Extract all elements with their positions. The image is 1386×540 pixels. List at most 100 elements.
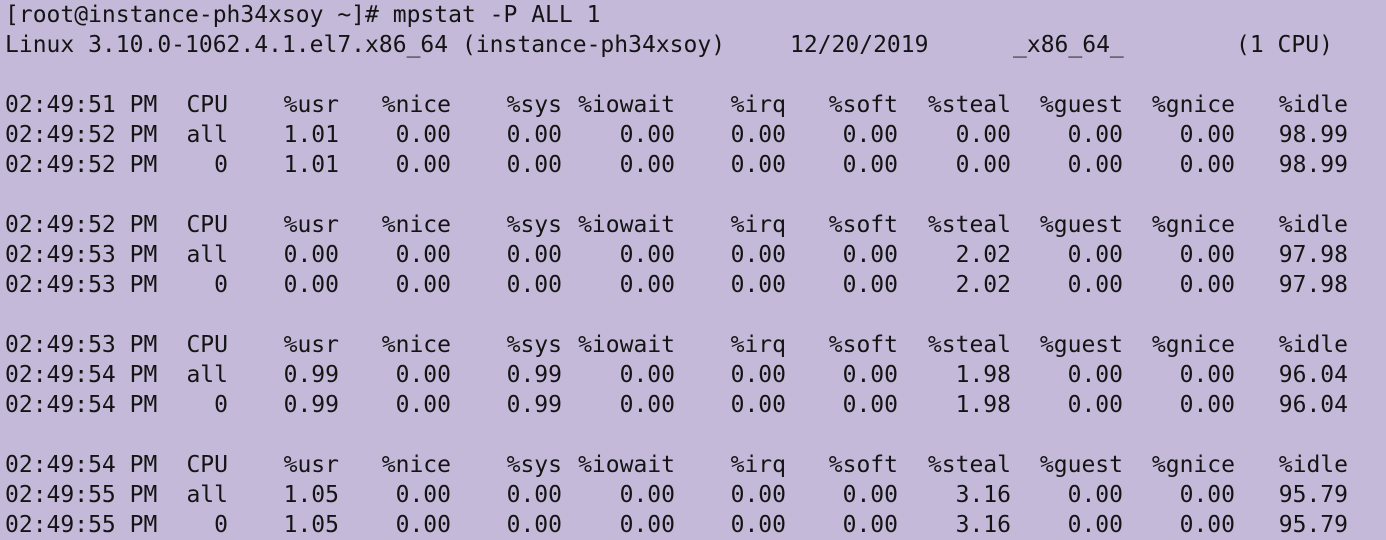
stat-value: 95.79: [1278, 512, 1348, 538]
column-header: %idle: [1278, 92, 1348, 118]
column-header: %usr: [283, 212, 339, 238]
stat-value: 0.00: [842, 242, 898, 268]
column-header: %guest: [1039, 452, 1123, 478]
stat-value: 0.00: [955, 122, 1011, 148]
stat-value: 0.00: [619, 482, 675, 508]
stat-value: 0.00: [1179, 122, 1235, 148]
stat-value: 0.99: [283, 362, 339, 388]
column-header: CPU: [186, 332, 228, 358]
stat-value: 0.00: [506, 272, 562, 298]
stat-value: 0.00: [730, 512, 786, 538]
column-header: %irq: [730, 452, 786, 478]
row-time: 02:49:53 PM: [5, 272, 158, 298]
column-header: %gnice: [1151, 92, 1235, 118]
stat-value: 0.00: [730, 392, 786, 418]
column-header: %soft: [828, 92, 898, 118]
stats-header-row: 02:49:52 PM CPU %usr %nice %sys %iowait %irq %s…: [5, 210, 1386, 240]
stat-value: 0.00: [730, 122, 786, 148]
stat-value: 0.00: [619, 122, 675, 148]
header-time: 02:49:51 PM: [5, 92, 158, 118]
stat-value: 0.00: [842, 482, 898, 508]
column-header: %nice: [381, 212, 451, 238]
stat-value: 0.00: [506, 512, 562, 538]
blank-line: [5, 420, 1386, 450]
stats-row: 02:49:52 PM all 1.01 0.00 0.00 0.00 0.00 0.00 0.…: [5, 120, 1386, 150]
stat-value: 97.98: [1278, 242, 1348, 268]
stat-value: 95.79: [1278, 482, 1348, 508]
column-header: CPU: [186, 212, 228, 238]
stat-value: 0.00: [842, 272, 898, 298]
stat-value: 0.00: [283, 242, 339, 268]
stat-value: 0.00: [1067, 482, 1123, 508]
column-header: %steal: [927, 212, 1011, 238]
column-header: %idle: [1278, 332, 1348, 358]
column-header: %gnice: [1151, 452, 1235, 478]
cpu-id: 0: [214, 512, 228, 538]
stat-value: 0.00: [730, 482, 786, 508]
header-time: 02:49:52 PM: [5, 212, 158, 238]
column-header: %irq: [730, 212, 786, 238]
cpu-count: (1 CPU): [1236, 32, 1333, 58]
column-header: %nice: [381, 332, 451, 358]
stat-value: 96.04: [1278, 362, 1348, 388]
column-header: %idle: [1278, 452, 1348, 478]
stat-value: 0.00: [395, 152, 451, 178]
column-header: %soft: [828, 212, 898, 238]
column-header: %irq: [730, 332, 786, 358]
column-header: %iowait: [578, 92, 675, 118]
column-header: %soft: [828, 452, 898, 478]
stat-value: 0.00: [1067, 242, 1123, 268]
column-header: %steal: [927, 92, 1011, 118]
cpu-id: all: [186, 362, 228, 388]
stat-value: 0.00: [619, 272, 675, 298]
column-header: %sys: [506, 212, 562, 238]
stat-value: 0.00: [619, 362, 675, 388]
column-header: %usr: [283, 332, 339, 358]
stat-value: 0.99: [283, 392, 339, 418]
stat-value: 1.01: [283, 152, 339, 178]
stat-value: 1.98: [955, 362, 1011, 388]
stat-value: 0.00: [1179, 272, 1235, 298]
stats-header-row: 02:49:53 PM CPU %usr %nice %sys %iowait %irq %s…: [5, 330, 1386, 360]
column-header: %gnice: [1151, 332, 1235, 358]
column-header: %sys: [506, 92, 562, 118]
mpstat-output: 02:49:51 PM CPU %usr %nice %sys %iowait %irq %s…: [5, 90, 1386, 540]
row-time: 02:49:55 PM: [5, 482, 158, 508]
stat-value: 0.00: [1067, 392, 1123, 418]
stat-value: 0.00: [395, 512, 451, 538]
stat-value: 0.00: [955, 152, 1011, 178]
header-time: 02:49:53 PM: [5, 332, 158, 358]
stat-value: 0.00: [506, 482, 562, 508]
column-header: CPU: [186, 92, 228, 118]
stat-value: 3.16: [955, 482, 1011, 508]
stat-value: 0.00: [1067, 362, 1123, 388]
stat-value: 0.00: [1067, 122, 1123, 148]
architecture: _x86_64_: [1013, 32, 1124, 58]
column-header: %nice: [381, 92, 451, 118]
stat-value: 97.98: [1278, 272, 1348, 298]
stat-value: 0.00: [619, 512, 675, 538]
stats-header-row: 02:49:54 PM CPU %usr %nice %sys %iowait %irq %s…: [5, 450, 1386, 480]
cpu-id: all: [186, 122, 228, 148]
stat-value: 0.00: [395, 242, 451, 268]
row-time: 02:49:53 PM: [5, 242, 158, 268]
stat-value: 0.00: [730, 152, 786, 178]
stat-value: 98.99: [1278, 152, 1348, 178]
stat-value: 0.00: [395, 122, 451, 148]
stats-row: 02:49:53 PM 0 0.00 0.00 0.00 0.00 0.00 0.00 2.02…: [5, 270, 1386, 300]
row-time: 02:49:54 PM: [5, 362, 158, 388]
stats-row: 02:49:55 PM all 1.05 0.00 0.00 0.00 0.00 0.00 3.…: [5, 480, 1386, 510]
stat-value: 0.00: [1067, 152, 1123, 178]
stat-value: 0.00: [619, 392, 675, 418]
stat-value: 0.00: [619, 152, 675, 178]
report-date: 12/20/2019: [790, 32, 929, 58]
column-header: %guest: [1039, 212, 1123, 238]
stats-row: 02:49:52 PM 0 1.01 0.00 0.00 0.00 0.00 0.00 0.00…: [5, 150, 1386, 180]
column-header: %nice: [381, 452, 451, 478]
kernel-info: Linux 3.10.0-1062.4.1.el7.x86_64 (instan…: [5, 32, 726, 58]
stat-value: 0.00: [395, 272, 451, 298]
stat-value: 0.00: [1179, 152, 1235, 178]
stats-row: 02:49:55 PM 0 1.05 0.00 0.00 0.00 0.00 0.00 3.16…: [5, 510, 1386, 540]
stat-value: 1.05: [283, 512, 339, 538]
